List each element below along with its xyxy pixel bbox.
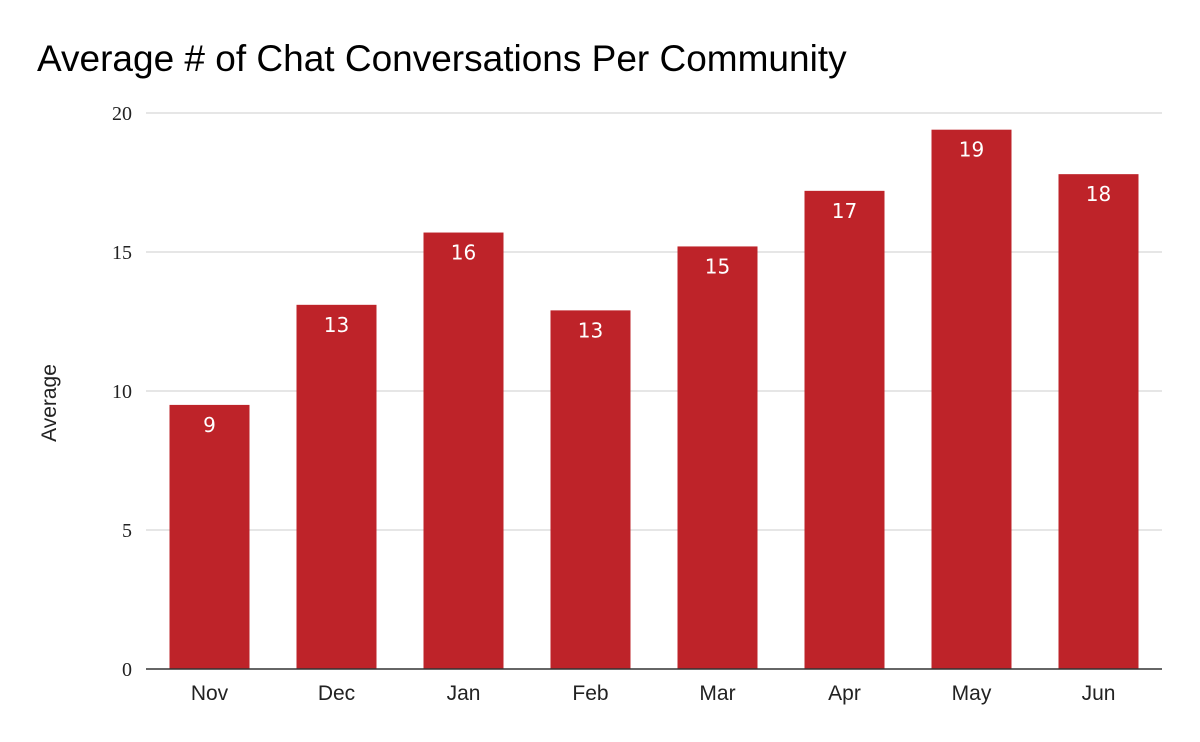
chart-title: Average # of Chat Conversations Per Comm… xyxy=(37,38,847,79)
bars: 9 13 16 13 15 17 19 18 xyxy=(169,129,1139,670)
data-label-feb: 13 xyxy=(578,318,603,342)
y-tick-label: 0 xyxy=(122,659,132,681)
bar-dec xyxy=(296,304,377,669)
data-label-jun: 18 xyxy=(1086,182,1111,206)
bar-jan xyxy=(423,232,504,670)
y-tick-label: 15 xyxy=(112,242,132,264)
bar-apr xyxy=(804,190,885,669)
data-label-may: 19 xyxy=(959,138,984,162)
data-label-dec: 13 xyxy=(324,313,349,337)
bar-feb xyxy=(550,310,631,669)
data-label-jan: 16 xyxy=(451,241,476,265)
x-tick-label-nov: Nov xyxy=(191,682,229,705)
x-axis-ticks: Nov Dec Jan Feb Mar Apr May Jun xyxy=(191,682,1116,705)
y-axis-label: Average xyxy=(38,364,61,442)
y-tick-label: 20 xyxy=(112,103,132,125)
bar-mar xyxy=(677,246,758,669)
bar-may xyxy=(931,129,1012,669)
y-tick-label: 5 xyxy=(122,520,132,542)
y-axis-ticks: 0 5 10 15 20 xyxy=(112,103,132,681)
x-tick-label-feb: Feb xyxy=(572,682,608,705)
data-label-apr: 17 xyxy=(832,199,857,223)
bar-jun xyxy=(1058,174,1139,669)
x-tick-label-may: May xyxy=(952,682,992,705)
x-tick-label-apr: Apr xyxy=(828,682,861,705)
x-tick-label-dec: Dec xyxy=(318,682,355,705)
x-tick-label-mar: Mar xyxy=(699,682,735,705)
x-tick-label-jan: Jan xyxy=(447,682,481,705)
x-tick-label-jun: Jun xyxy=(1082,682,1116,705)
data-label-mar: 15 xyxy=(705,254,730,278)
bar-nov xyxy=(169,404,250,669)
y-tick-label: 10 xyxy=(112,381,132,403)
data-label-nov: 9 xyxy=(203,413,216,437)
